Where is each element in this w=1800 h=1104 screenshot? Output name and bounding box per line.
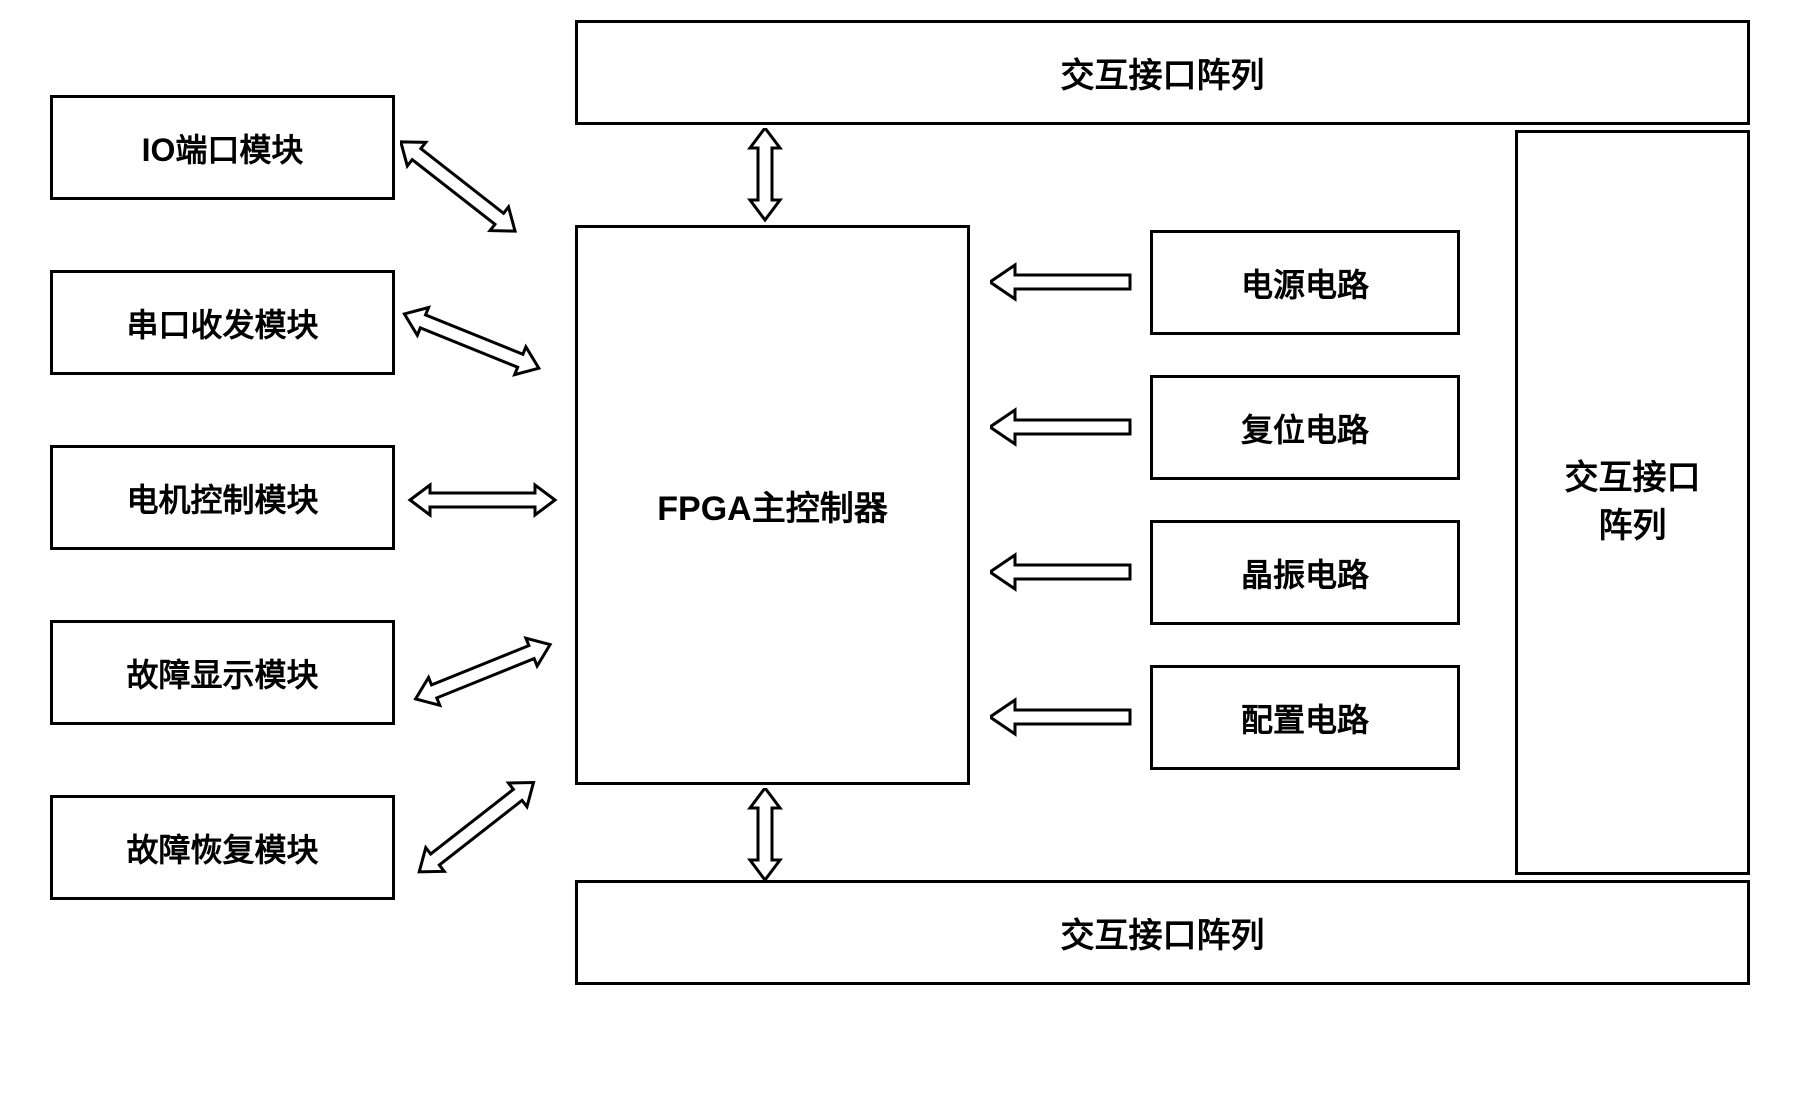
top-interface-array: 交互接口阵列: [575, 20, 1750, 125]
motor-module: 电机控制模块: [50, 445, 395, 550]
crystal-circuit: 晶振电路: [1150, 520, 1460, 625]
arrow-power-to-fpga: [990, 260, 1140, 310]
fpga-controller: FPGA主控制器: [575, 225, 970, 785]
fault-display-label: 故障显示模块: [126, 650, 318, 696]
arrow-serial-to-fpga: [400, 280, 580, 380]
fpga-label: FPGA主控制器: [657, 481, 887, 530]
bottom-interface-array: 交互接口阵列: [575, 880, 1750, 985]
arrow-reset-to-fpga: [990, 405, 1140, 455]
fault-display-module: 故障显示模块: [50, 620, 395, 725]
config-circuit: 配置电路: [1150, 665, 1460, 770]
serial-label: 串口收发模块: [126, 300, 318, 346]
arrow-config-to-fpga: [990, 695, 1140, 745]
fault-recovery-label: 故障恢复模块: [126, 825, 318, 871]
arrow-fault-recovery-to-fpga: [400, 760, 580, 890]
config-label: 配置电路: [1241, 695, 1369, 741]
fault-recovery-module: 故障恢复模块: [50, 795, 395, 900]
arrow-fpga-to-top: [745, 128, 795, 228]
bottom-interface-label: 交互接口阵列: [1061, 908, 1265, 957]
serial-module: 串口收发模块: [50, 270, 395, 375]
crystal-label: 晶振电路: [1241, 550, 1369, 596]
arrow-fpga-to-bottom: [745, 788, 795, 888]
reset-circuit: 复位电路: [1150, 375, 1460, 480]
arrow-io-to-fpga: [400, 110, 580, 240]
power-circuit: 电源电路: [1150, 230, 1460, 335]
top-interface-label: 交互接口阵列: [1061, 48, 1265, 97]
arrow-motor-to-fpga: [400, 470, 580, 530]
power-label: 电源电路: [1241, 260, 1369, 306]
io-port-label: IO端口模块: [142, 125, 304, 171]
reset-label: 复位电路: [1241, 405, 1369, 451]
io-port-module: IO端口模块: [50, 95, 395, 200]
right-interface-array: 交互接口 阵列: [1515, 130, 1750, 875]
arrow-fault-display-to-fpga: [400, 620, 580, 720]
motor-label: 电机控制模块: [126, 475, 318, 521]
arrow-crystal-to-fpga: [990, 550, 1140, 600]
right-interface-label: 交互接口 阵列: [1565, 455, 1701, 550]
